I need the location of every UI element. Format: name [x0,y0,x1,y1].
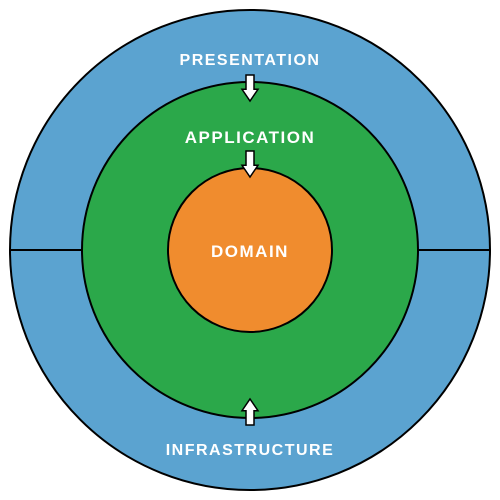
domain-label: DOMAIN [211,242,289,262]
application-label: APPLICATION [185,128,315,148]
infrastructure-label: INFRASTRUCTURE [166,442,335,460]
onion-architecture-diagram: PRESENTATION INFRASTRUCTURE APPLICATION … [0,0,500,500]
presentation-label: PRESENTATION [180,52,321,70]
